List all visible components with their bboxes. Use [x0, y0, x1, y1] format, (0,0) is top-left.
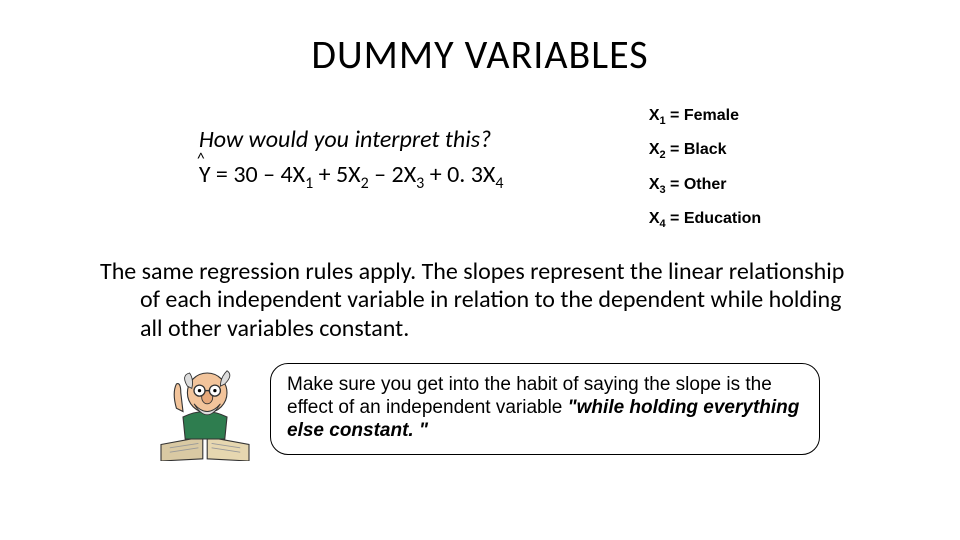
eq-pre: Y = 30 – 4X [199, 160, 305, 189]
eq-sub1: 1 [305, 174, 313, 193]
y-hat: ^ [197, 150, 205, 169]
legend-line: X1 = Female [649, 99, 761, 133]
legend-line: X4 = Education [649, 202, 761, 236]
eq-sub4: 4 [495, 174, 503, 193]
variable-legend: X1 = Female X2 = Black X3 = Other X4 = E… [649, 97, 761, 236]
speech-bubble: Make sure you get into the habit of sayi… [270, 363, 820, 455]
equation: ^ Y = 30 – 4X1 + 5X2 – 2X3 + 0. 3X4 [199, 160, 599, 193]
slide: DUMMY VARIABLES How would you interpret … [0, 0, 960, 540]
legend-line: X2 = Black [649, 133, 761, 167]
body-paragraph: The same regression rules apply. The slo… [100, 258, 860, 343]
legend-line: X3 = Other [649, 168, 761, 202]
page-title: DUMMY VARIABLES [40, 30, 920, 79]
top-row: How would you interpret this? ^ Y = 30 –… [40, 97, 920, 236]
eq-m2: – 2X [369, 160, 416, 189]
eq-m1: + 5X [313, 160, 360, 189]
question-block: How would you interpret this? ^ Y = 30 –… [199, 97, 599, 236]
professor-icon [150, 351, 260, 461]
question-text: How would you interpret this? [199, 125, 599, 154]
callout-row: Make sure you get into the habit of sayi… [150, 363, 920, 461]
eq-sub2: 2 [361, 174, 369, 193]
eq-m3: + 0. 3X [424, 160, 495, 189]
